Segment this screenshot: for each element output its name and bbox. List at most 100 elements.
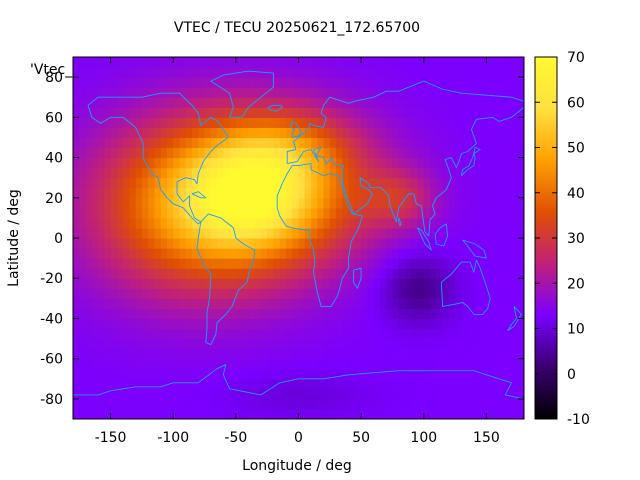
heatmap-cell: [104, 117, 112, 128]
heatmap-cell: [492, 378, 500, 390]
heatmap-cell: [373, 97, 381, 108]
heatmap-cell: [467, 117, 475, 128]
heatmap-cell: [273, 248, 281, 259]
heatmap-cell: [311, 248, 318, 259]
heatmap-cell: [473, 57, 481, 68]
heatmap-cell: [210, 308, 218, 320]
heatmap-cell: [386, 328, 394, 340]
heatmap-cell: [373, 358, 381, 370]
heatmap-cell: [436, 268, 444, 279]
heatmap-cell: [417, 338, 425, 350]
heatmap-cell: [254, 97, 262, 108]
heatmap-cell: [386, 338, 394, 350]
heatmap-cell: [417, 227, 425, 239]
heatmap-cell: [430, 318, 437, 330]
heatmap-cell: [317, 197, 325, 209]
heatmap-cell: [473, 137, 481, 149]
heatmap-cell: [267, 268, 275, 279]
heatmap-cell: [129, 97, 137, 108]
y-tick-label: 20: [45, 191, 63, 207]
heatmap-cell: [198, 177, 206, 189]
heatmap-cell: [229, 127, 237, 139]
heatmap-cell: [455, 227, 462, 239]
heatmap-cell: [73, 157, 80, 169]
heatmap-cell: [442, 207, 450, 219]
heatmap-cell: [173, 348, 181, 360]
heatmap-cell: [198, 57, 206, 68]
heatmap-cell: [379, 197, 387, 209]
heatmap-cell: [448, 398, 456, 410]
heatmap-cell: [423, 127, 431, 139]
heatmap-cell: [160, 197, 168, 209]
heatmap-cell: [354, 217, 362, 229]
heatmap-cell: [148, 378, 156, 390]
heatmap-cell: [423, 117, 431, 128]
heatmap-cell: [160, 147, 168, 159]
heatmap-cell: [267, 217, 275, 229]
heatmap-cell: [85, 97, 93, 108]
heatmap-cell: [517, 248, 524, 259]
heatmap-cell: [285, 298, 293, 309]
heatmap-cell: [104, 368, 112, 380]
heatmap-cell: [404, 238, 412, 249]
heatmap-cell: [448, 147, 456, 159]
heatmap-cell: [342, 318, 350, 330]
heatmap-cell: [480, 358, 488, 370]
heatmap-cell: [417, 348, 425, 360]
heatmap-cell: [166, 107, 174, 118]
heatmap-cell: [141, 238, 149, 249]
heatmap-cell: [304, 67, 312, 78]
heatmap-cell: [367, 227, 375, 239]
heatmap-cell: [204, 147, 212, 159]
heatmap-cell: [442, 87, 450, 98]
heatmap-cell: [311, 408, 318, 419]
heatmap-cell: [104, 298, 112, 309]
heatmap-cell: [204, 368, 212, 380]
heatmap-cell: [260, 328, 268, 340]
heatmap-cell: [404, 278, 412, 289]
heatmap-cell: [260, 298, 268, 309]
heatmap-cell: [492, 288, 500, 299]
heatmap-cell: [104, 258, 112, 269]
heatmap-cell: [148, 268, 156, 279]
heatmap-cell: [436, 298, 444, 309]
heatmap-cell: [417, 197, 425, 209]
heatmap-cell: [85, 77, 93, 88]
heatmap-cell: [217, 147, 224, 159]
heatmap-cell: [473, 248, 481, 259]
heatmap-cell: [91, 127, 99, 139]
heatmap-cell: [217, 398, 224, 410]
heatmap-cell: [260, 258, 268, 269]
heatmap-cell: [411, 268, 419, 279]
heatmap-cell: [116, 268, 124, 279]
heatmap-cell: [104, 248, 112, 259]
heatmap-cell: [317, 137, 325, 149]
heatmap-cell: [192, 398, 199, 410]
heatmap-cell: [436, 258, 444, 269]
heatmap-cell: [392, 298, 400, 309]
heatmap-cell: [141, 408, 149, 419]
heatmap-cell: [354, 117, 362, 128]
heatmap-cell: [79, 67, 87, 78]
heatmap-cell: [116, 308, 124, 320]
heatmap-cell: [110, 388, 118, 400]
heatmap-cell: [329, 77, 337, 88]
heatmap-cell: [85, 308, 93, 320]
heatmap-cell: [198, 258, 206, 269]
heatmap-cell: [285, 227, 293, 239]
heatmap-cell: [411, 77, 419, 88]
heatmap-cell: [154, 87, 162, 98]
heatmap-cell: [173, 338, 181, 350]
heatmap-cell: [273, 258, 281, 269]
heatmap-cell: [135, 227, 143, 239]
heatmap-cell: [480, 388, 488, 400]
heatmap-cell: [279, 187, 287, 199]
heatmap-cell: [505, 368, 513, 380]
heatmap-cell: [304, 57, 312, 68]
heatmap-cell: [148, 67, 156, 78]
heatmap-cell: [179, 67, 187, 78]
heatmap-cell: [398, 358, 406, 370]
heatmap-cell: [417, 378, 425, 390]
